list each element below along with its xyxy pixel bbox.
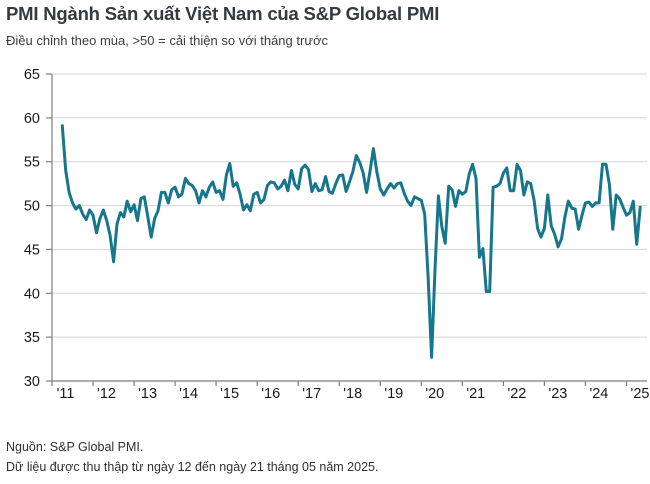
y-axis-label: 60 — [24, 111, 40, 127]
x-axis-label: '21 — [466, 386, 485, 402]
y-axis-label: 45 — [24, 242, 40, 258]
y-axis-label: 35 — [24, 330, 40, 346]
x-axis-label: '19 — [384, 386, 403, 402]
x-axis-label: '20 — [425, 386, 444, 402]
x-axis-label: '18 — [343, 386, 362, 402]
chart-title: PMI Ngành Sản xuất Việt Nam của S&P Glob… — [6, 3, 440, 24]
x-axis-label: '16 — [261, 386, 280, 402]
y-axis-label: 50 — [24, 199, 40, 215]
y-axis-label: 30 — [24, 374, 40, 390]
x-axis-label: '25 — [631, 386, 650, 402]
pmi-line — [60, 124, 642, 359]
x-axis-label: '13 — [138, 386, 157, 402]
y-axis-label: 55 — [24, 155, 40, 171]
x-axis-label: '17 — [302, 386, 321, 402]
chart-subtitle: Điều chỉnh theo mùa, >50 = cải thiện so … — [6, 33, 329, 48]
x-axis-label: '23 — [548, 386, 567, 402]
source-text: Nguồn: S&P Global PMI. — [6, 440, 144, 454]
y-axis-label: 40 — [24, 286, 40, 302]
x-axis-label: '14 — [179, 386, 198, 402]
data-collection-note: Dữ liệu được thu thập từ ngày 12 đến ngà… — [6, 460, 379, 474]
x-axis-label: '15 — [220, 386, 239, 402]
y-axis-label: 65 — [24, 67, 40, 83]
x-axis-label: '12 — [97, 386, 116, 402]
x-axis-label: '24 — [589, 386, 608, 402]
x-axis-label: '22 — [507, 386, 526, 402]
x-axis-label: '11 — [57, 386, 75, 402]
